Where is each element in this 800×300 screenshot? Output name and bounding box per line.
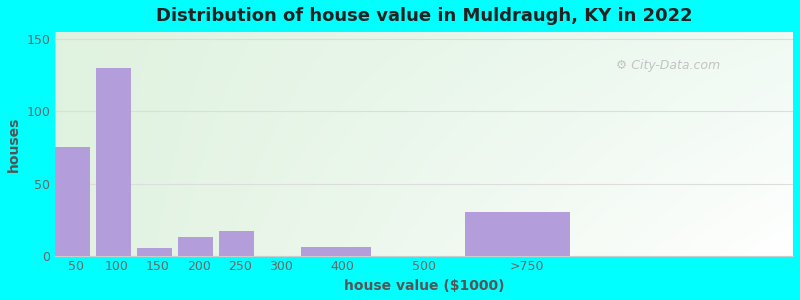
Bar (138, 248, 172, 256)
X-axis label: house value ($1000): house value ($1000) (344, 279, 504, 293)
Bar (178, 237, 213, 256)
Bar (301, 247, 371, 256)
Bar (96, 68, 131, 256)
Title: Distribution of house value in Muldraugh, KY in 2022: Distribution of house value in Muldraugh… (156, 7, 693, 25)
Bar (465, 212, 570, 256)
Text: ⚙ City-Data.com: ⚙ City-Data.com (616, 59, 720, 72)
Bar (219, 231, 254, 256)
Y-axis label: houses: houses (7, 116, 21, 172)
Bar (55, 148, 90, 256)
